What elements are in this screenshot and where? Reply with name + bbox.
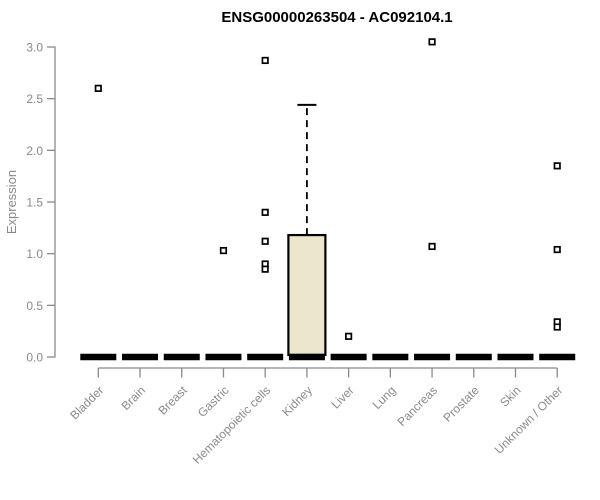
x-tick-label: Brain bbox=[118, 383, 148, 413]
outlier-point bbox=[553, 162, 561, 170]
x-tick-label: Pancreas bbox=[394, 383, 440, 429]
median-bar bbox=[455, 353, 492, 361]
y-tick-label: 1.5 bbox=[26, 196, 43, 210]
x-tick-label: Kidney bbox=[279, 383, 315, 419]
y-tick-label: 0.0 bbox=[26, 351, 43, 365]
median-bar bbox=[539, 353, 576, 361]
outlier-point bbox=[553, 245, 561, 254]
median-bar bbox=[163, 353, 200, 361]
y-tick-label: 3.0 bbox=[26, 41, 43, 55]
outlier-point bbox=[553, 323, 561, 331]
outlier-point bbox=[428, 38, 436, 46]
outlier-point bbox=[219, 246, 228, 255]
median-bar bbox=[414, 353, 451, 361]
outlier-point bbox=[345, 332, 353, 340]
median-bar bbox=[247, 353, 284, 361]
x-tick-label: Liver bbox=[328, 383, 356, 411]
y-tick-label: 1.0 bbox=[26, 247, 43, 261]
y-tick-label: 2.0 bbox=[26, 144, 43, 158]
x-tick-label: Prostate bbox=[440, 383, 482, 425]
median-bar bbox=[122, 353, 159, 361]
y-tick-label: 0.5 bbox=[26, 299, 43, 313]
chart-title: ENSG00000263504 - AC092104.1 bbox=[221, 9, 452, 26]
median-bar bbox=[372, 353, 409, 361]
x-tick-label: Skin bbox=[497, 383, 523, 409]
median-bar bbox=[205, 353, 242, 361]
x-tick-label: Gastric bbox=[195, 383, 232, 420]
median-bar bbox=[330, 353, 367, 361]
outlier-point bbox=[428, 242, 436, 251]
outlier-point bbox=[261, 265, 269, 273]
median-bar bbox=[288, 353, 325, 361]
median-bar bbox=[80, 353, 117, 361]
x-tick-label: Breast bbox=[155, 383, 190, 418]
y-tick-label: 2.5 bbox=[26, 92, 43, 106]
boxplot-box bbox=[287, 233, 327, 357]
plot-area: 0.0 0.5 1.0 1.5 2.0 2.5 3.0 Bladder Brain Breast G… bbox=[26, 38, 576, 467]
x-tick-label: Lung bbox=[370, 383, 399, 412]
median-bar bbox=[497, 353, 534, 361]
y-axis-label: Expression bbox=[4, 170, 19, 234]
outlier-point bbox=[261, 208, 269, 216]
outlier-point bbox=[94, 84, 102, 92]
outlier-point bbox=[261, 56, 269, 65]
outlier-point bbox=[261, 237, 269, 245]
x-tick-label: Hematopoietic cells bbox=[190, 383, 273, 466]
x-tick-label: Bladder bbox=[67, 383, 106, 422]
